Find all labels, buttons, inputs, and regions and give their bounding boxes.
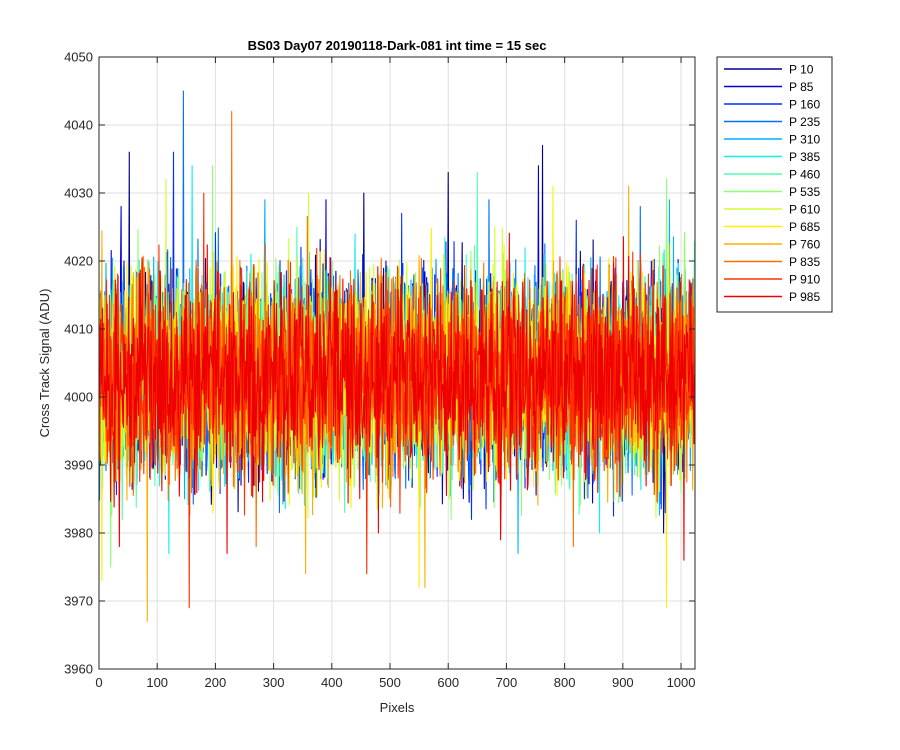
y-tick-label: 4030: [64, 186, 93, 201]
x-tick-label: 1000: [667, 675, 696, 690]
x-tick-label: 400: [321, 675, 343, 690]
x-tick-label: 100: [146, 675, 168, 690]
legend-entry: P 610: [724, 203, 820, 217]
legend-entry: P 460: [724, 168, 820, 182]
legend-label: P 910: [789, 273, 820, 287]
x-tick-label: 700: [496, 675, 518, 690]
legend-entry: P 535: [724, 185, 820, 199]
series-lines: [99, 90, 695, 622]
legend-entry: P 760: [724, 238, 820, 252]
legend-entry: P 10: [724, 63, 814, 77]
x-tick-label: 0: [95, 675, 102, 690]
y-tick-label: 4050: [64, 50, 93, 65]
y-tick-label: 3960: [64, 662, 93, 677]
y-tick-label: 3980: [64, 526, 93, 541]
y-tick-label: 3990: [64, 458, 93, 473]
chart-title: BS03 Day07 20190118-Dark-081 int time = …: [248, 38, 547, 53]
legend-label: P 760: [789, 238, 820, 252]
legend-items: P 10 P 85 P 160 P 235 P 310 P 385 P 460 P 535 P …: [724, 63, 820, 304]
y-tick-label: 4040: [64, 118, 93, 133]
y-tick-label: 4000: [64, 390, 93, 405]
legend-label: P 610: [789, 203, 820, 217]
legend-label: P 685: [789, 220, 820, 234]
legend-label: P 85: [789, 80, 814, 94]
x-tick-label: 900: [612, 675, 634, 690]
legend-entry: P 310: [724, 133, 820, 147]
y-tick-label: 3970: [64, 594, 93, 609]
x-axis-label: Pixels: [380, 700, 415, 715]
axis-ticks: 0 100 200 300 400 500 600 700 800 900 1000 3960 3970…: [64, 50, 695, 691]
series-line: [99, 232, 695, 561]
legend: P 10 P 85 P 160 P 235 P 310 P 385 P 460 P 535 P …: [716, 56, 833, 313]
y-axis-label: Cross Track Signal (ADU): [37, 289, 52, 438]
legend-label: P 535: [789, 185, 820, 199]
legend-entry: P 160: [724, 98, 820, 112]
legend-box: [716, 56, 833, 313]
legend-label: P 235: [789, 115, 820, 129]
legend-entry: P 385: [724, 150, 820, 164]
legend-label: P 10: [789, 63, 814, 77]
legend-entry: P 685: [724, 220, 820, 234]
legend-label: P 160: [789, 98, 820, 112]
x-tick-label: 300: [263, 675, 285, 690]
legend-label: P 460: [789, 168, 820, 182]
legend-label: P 385: [789, 150, 820, 164]
legend-label: P 985: [789, 290, 820, 304]
legend-label: P 310: [789, 133, 820, 147]
legend-label: P 835: [789, 255, 820, 269]
legend-entry: P 835: [724, 255, 820, 269]
legend-entry: P 85: [724, 80, 814, 94]
legend-entry: P 985: [724, 290, 820, 304]
y-tick-label: 4010: [64, 322, 93, 337]
y-tick-label: 4020: [64, 254, 93, 269]
axes-frame: [98, 56, 696, 670]
x-tick-label: 800: [554, 675, 576, 690]
legend-entry: P 235: [724, 115, 820, 129]
x-tick-label: 600: [437, 675, 459, 690]
x-tick-label: 200: [205, 675, 227, 690]
x-tick-label: 500: [379, 675, 401, 690]
legend-entry: P 910: [724, 273, 820, 287]
